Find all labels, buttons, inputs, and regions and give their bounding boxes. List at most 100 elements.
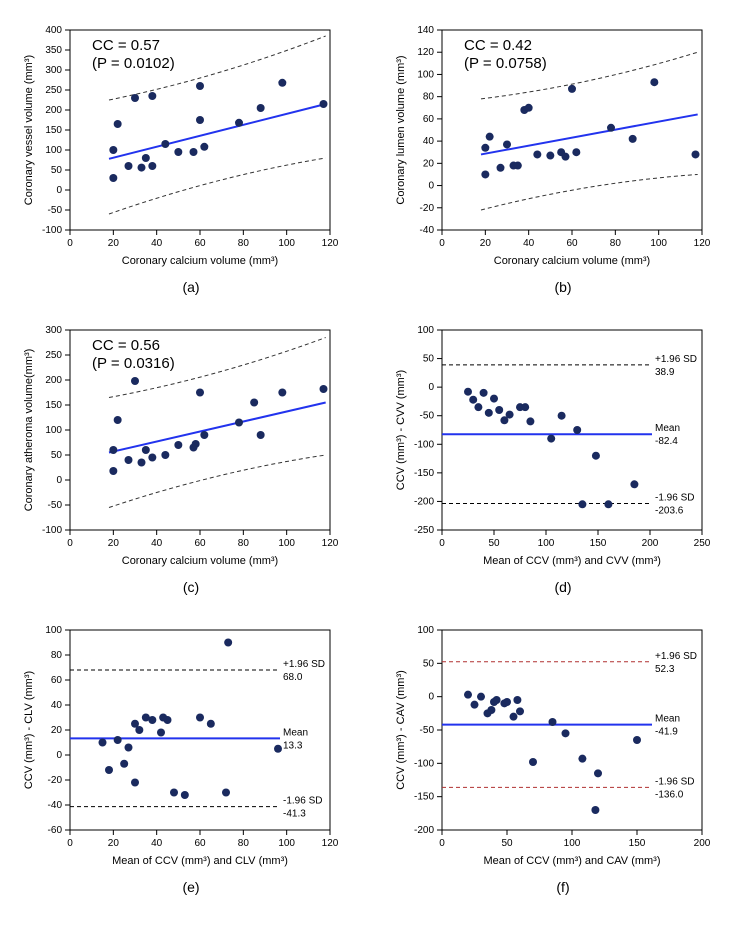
svg-text:100: 100 (417, 69, 434, 80)
data-point (558, 412, 566, 420)
data-point (546, 152, 554, 160)
xlabel: Mean of CCV (mm³) and CVV (mm³) (483, 555, 661, 567)
data-point (533, 150, 541, 158)
data-point (120, 760, 128, 768)
data-point (257, 104, 265, 112)
svg-text:-200: -200 (414, 496, 434, 507)
svg-text:38.9: 38.9 (655, 367, 675, 378)
svg-text:40: 40 (151, 538, 163, 549)
data-point (148, 92, 156, 100)
svg-text:+1.96 SD: +1.96 SD (655, 651, 697, 662)
annotation: (P = 0.0102) (92, 55, 175, 72)
svg-text:120: 120 (322, 538, 339, 549)
data-point (200, 431, 208, 439)
data-point (142, 446, 150, 454)
data-point (490, 395, 498, 403)
panel-c: 020406080100120-100-50050100150200250300… (15, 315, 367, 595)
svg-text:80: 80 (610, 238, 622, 249)
svg-text:80: 80 (238, 238, 250, 249)
svg-text:-100: -100 (414, 439, 434, 450)
data-point (170, 789, 178, 797)
data-point (109, 174, 117, 182)
ylabel: CCV (mm³) - CLV (mm³) (23, 671, 35, 789)
data-point (503, 140, 511, 148)
ylabel: Coronary lumen volume (mm³) (395, 55, 407, 204)
svg-text:120: 120 (322, 238, 339, 249)
data-point (481, 144, 489, 152)
data-point (464, 691, 472, 699)
xlabel: Coronary calcium volume (mm³) (122, 555, 278, 567)
svg-text:250: 250 (694, 538, 711, 549)
svg-text:50: 50 (51, 450, 63, 461)
svg-text:120: 120 (694, 238, 711, 249)
svg-text:120: 120 (322, 838, 339, 849)
plot-b: 020406080100120-40-20020406080100120140C… (387, 15, 737, 275)
svg-text:-1.96 SD: -1.96 SD (655, 776, 694, 787)
data-point (235, 119, 243, 127)
data-point (471, 701, 479, 709)
ylabel: Coronary vessel volume (mm³) (23, 55, 35, 205)
data-point (692, 150, 700, 158)
data-point (138, 164, 146, 172)
plot-a: 020406080100120-100-50050100150200250300… (15, 15, 365, 275)
data-point (573, 426, 581, 434)
svg-text:150: 150 (45, 400, 62, 411)
svg-text:100: 100 (278, 838, 295, 849)
data-point (164, 716, 172, 724)
data-point (142, 154, 150, 162)
svg-text:100: 100 (564, 838, 581, 849)
data-point (114, 120, 122, 128)
ylabel: CCV (mm³) - CVV (mm³) (395, 370, 407, 490)
data-point (493, 696, 501, 704)
svg-text:60: 60 (51, 675, 63, 686)
xlabel: Mean of CCV (mm³) and CAV (mm³) (483, 855, 660, 867)
annotation: (P = 0.0758) (464, 55, 547, 72)
svg-text:140: 140 (417, 25, 434, 36)
svg-text:13.3: 13.3 (283, 740, 303, 751)
data-point (131, 377, 139, 385)
data-point (562, 153, 570, 161)
svg-text:20: 20 (423, 158, 435, 169)
data-point (125, 744, 133, 752)
plot-f: 050100150200-200-150-100-50050100Mean of… (387, 615, 737, 875)
svg-text:150: 150 (590, 538, 607, 549)
data-point (469, 396, 477, 404)
data-point (138, 459, 146, 467)
svg-text:0: 0 (428, 382, 434, 393)
svg-text:0: 0 (428, 181, 434, 192)
svg-text:150: 150 (45, 125, 62, 136)
panel-label-b: (b) (387, 279, 739, 295)
svg-text:0: 0 (439, 838, 445, 849)
svg-text:40: 40 (423, 136, 435, 147)
data-point (485, 409, 493, 417)
svg-text:100: 100 (45, 425, 62, 436)
data-point (592, 452, 600, 460)
svg-text:-1.96 SD: -1.96 SD (655, 492, 694, 503)
data-point (114, 736, 122, 744)
data-point (487, 706, 495, 714)
xlabel: Coronary calcium volume (mm³) (122, 255, 278, 267)
svg-text:250: 250 (45, 85, 62, 96)
svg-text:200: 200 (694, 838, 711, 849)
svg-text:60: 60 (194, 838, 206, 849)
data-point (161, 140, 169, 148)
svg-text:-150: -150 (414, 792, 434, 803)
svg-text:20: 20 (480, 238, 492, 249)
data-point (125, 162, 133, 170)
svg-text:300: 300 (45, 325, 62, 336)
svg-text:68.0: 68.0 (283, 672, 303, 683)
svg-text:300: 300 (45, 65, 62, 76)
data-point (99, 739, 107, 747)
data-point (274, 745, 282, 753)
svg-text:-40: -40 (420, 225, 435, 236)
data-point (514, 162, 522, 170)
svg-text:60: 60 (194, 238, 206, 249)
svg-text:100: 100 (417, 325, 434, 336)
data-point (506, 411, 514, 419)
data-point (125, 456, 133, 464)
svg-text:Mean: Mean (655, 714, 680, 725)
svg-text:150: 150 (629, 838, 646, 849)
svg-text:50: 50 (51, 165, 63, 176)
panel-label-c: (c) (15, 579, 367, 595)
ylabel: Coronary atheroma volume(mm³) (23, 349, 35, 512)
